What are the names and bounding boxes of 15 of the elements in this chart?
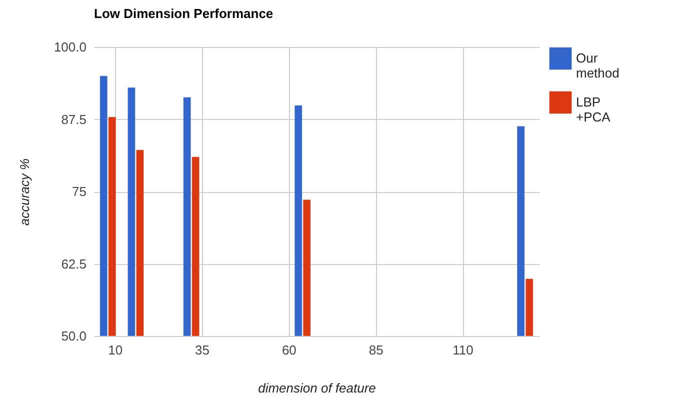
y-tick-label: 100.0 [54, 40, 86, 54]
x-tick-label: 85 [368, 342, 384, 358]
x-tick-label: 60 [282, 342, 296, 358]
y-axis-title: accuracy % [16, 158, 32, 226]
y-tick-label: 87.5 [61, 112, 86, 127]
x-tick-label: 10 [108, 342, 123, 358]
chart-title: Low Dimension Performance [94, 6, 274, 21]
x-axis-title: dimension of feature [258, 380, 376, 396]
x-tick-label: 110 [452, 342, 474, 358]
legend-label: LBP+PCA [576, 94, 611, 124]
x-tick-label: 35 [195, 342, 210, 358]
y-tick-label: 50.0 [61, 328, 86, 344]
y-tick-label: 62.5 [61, 256, 86, 272]
legend-label: Our method [576, 50, 620, 80]
y-tick-label: 75 [72, 184, 86, 199]
